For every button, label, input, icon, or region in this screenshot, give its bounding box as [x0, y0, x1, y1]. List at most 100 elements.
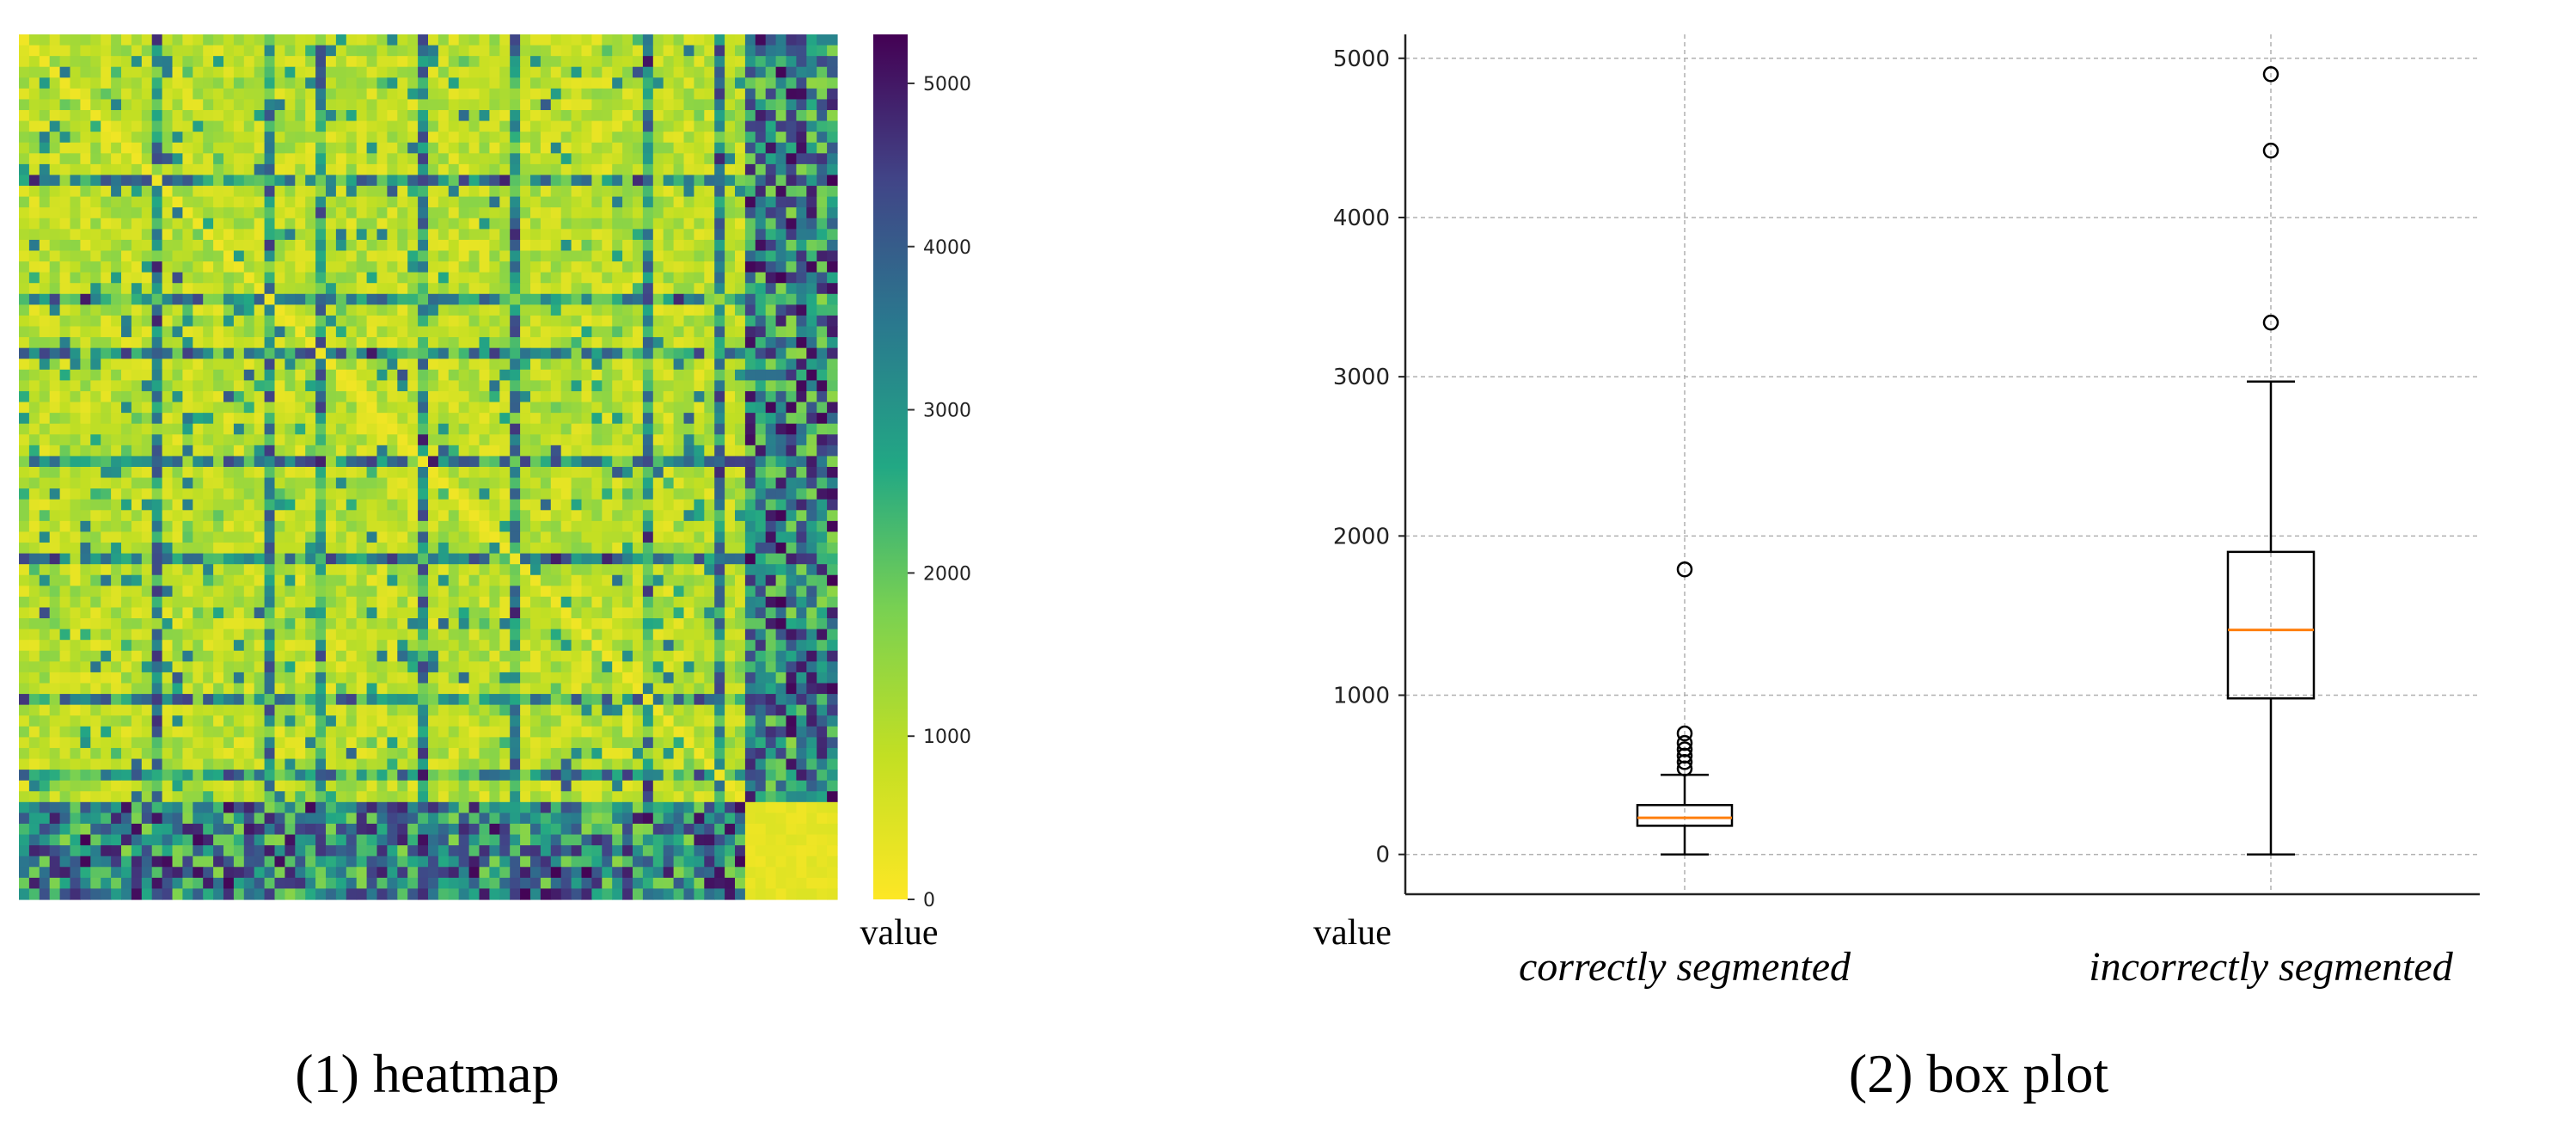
heatmap-cell — [121, 315, 132, 328]
heatmap-cell — [571, 683, 583, 695]
heatmap-cell — [520, 110, 531, 122]
heatmap-cell — [39, 218, 51, 230]
heatmap-cell — [622, 672, 633, 684]
heatmap-cell — [315, 175, 327, 187]
heatmap-cell — [70, 347, 81, 359]
heatmap-cell — [437, 477, 450, 489]
heatmap-cell — [111, 456, 122, 468]
heatmap-cell — [612, 629, 623, 641]
heatmap-cell — [489, 207, 500, 219]
heatmap-cell — [694, 56, 705, 68]
heatmap-cell — [806, 34, 817, 46]
heatmap-cell — [479, 293, 490, 305]
heatmap-cell — [652, 596, 664, 609]
heatmap-cell — [786, 629, 797, 641]
heatmap-cell — [233, 359, 245, 371]
heatmap-cell — [499, 434, 511, 446]
heatmap-cell — [274, 467, 285, 479]
heatmap-cell — [652, 132, 664, 144]
heatmap-cell — [530, 153, 542, 165]
heatmap-cell — [49, 132, 61, 144]
heatmap-cell — [663, 99, 675, 111]
heatmap-cell — [366, 694, 378, 706]
heatmap-cell — [673, 650, 685, 662]
heatmap-cell — [489, 293, 500, 305]
heatmap-cell — [203, 66, 214, 78]
heatmap-cell — [714, 564, 725, 576]
heatmap-cell — [233, 153, 245, 165]
heatmap-cell — [612, 650, 623, 662]
heatmap-cell — [694, 520, 705, 533]
heatmap-cell — [499, 564, 511, 576]
heatmap-cell — [264, 390, 276, 403]
heatmap-cell — [203, 359, 214, 371]
heatmap-cell — [827, 99, 838, 111]
heatmap-cell — [274, 326, 285, 338]
heatmap-cell — [458, 153, 470, 165]
heatmap-cell — [366, 380, 378, 392]
heatmap-cell — [560, 543, 572, 555]
heatmap-cell — [479, 175, 490, 187]
heatmap-cell — [642, 650, 654, 662]
heatmap-cell — [479, 56, 490, 68]
heatmap-cell — [90, 586, 101, 598]
heatmap-cell — [366, 283, 378, 295]
heatmap-cell — [663, 445, 675, 457]
heatmap-cell — [725, 694, 736, 706]
heatmap-cell — [827, 207, 838, 219]
heatmap-cell — [162, 380, 174, 392]
heatmap-cell — [121, 142, 132, 154]
heatmap-cell — [642, 683, 654, 695]
heatmap-cell — [172, 293, 183, 305]
heatmap-cell — [755, 543, 767, 555]
heatmap-cell — [397, 488, 408, 500]
heatmap-cell — [673, 510, 685, 522]
heatmap-cell — [775, 629, 787, 641]
heatmap-cell — [223, 218, 235, 230]
heatmap-cell — [335, 175, 347, 187]
heatmap-cell — [642, 283, 654, 295]
heatmap-cell — [223, 315, 235, 328]
heatmap-cell — [182, 499, 193, 511]
heatmap-cell — [437, 694, 450, 706]
heatmap-cell — [448, 390, 460, 403]
heatmap-cell — [264, 66, 276, 78]
heatmap-cell — [121, 477, 132, 489]
heatmap-cell — [827, 315, 838, 328]
heatmap-cell — [162, 347, 174, 359]
heatmap-cell — [70, 250, 81, 262]
heatmap-cell — [101, 618, 112, 630]
heatmap-cell — [489, 456, 500, 468]
heatmap-cell — [520, 250, 531, 262]
heatmap-cell — [458, 574, 470, 586]
heatmap-cell — [162, 434, 174, 446]
heatmap-cell — [295, 629, 306, 641]
heatmap-cell — [203, 175, 214, 187]
heatmap-cell — [673, 661, 685, 673]
heatmap-cell — [356, 531, 368, 543]
heatmap-cell — [387, 293, 398, 305]
heatmap-cell — [448, 261, 460, 273]
heatmap-cell — [479, 163, 490, 176]
heatmap-cell — [765, 683, 777, 695]
heatmap-cell — [510, 586, 521, 598]
heatmap-cell — [326, 488, 337, 500]
heatmap-cell — [704, 607, 715, 619]
heatmap-cell — [111, 369, 122, 381]
heatmap-cell — [642, 175, 654, 187]
heatmap-cell — [131, 99, 143, 111]
heatmap-cell — [796, 359, 807, 371]
heatmap-cell — [744, 337, 756, 349]
heatmap-cell — [827, 153, 838, 165]
heatmap-cell — [49, 347, 61, 359]
heatmap-cell — [407, 218, 419, 230]
heatmap-cell — [755, 347, 767, 359]
heatmap-cell — [755, 120, 767, 132]
heatmap-cell — [735, 120, 746, 132]
heatmap-cell — [489, 45, 500, 57]
heatmap-cell — [59, 153, 71, 165]
heatmap-cell — [59, 477, 71, 489]
heatmap-cell — [735, 380, 746, 392]
heatmap-cell — [285, 618, 296, 630]
heatmap-cell — [264, 250, 276, 262]
